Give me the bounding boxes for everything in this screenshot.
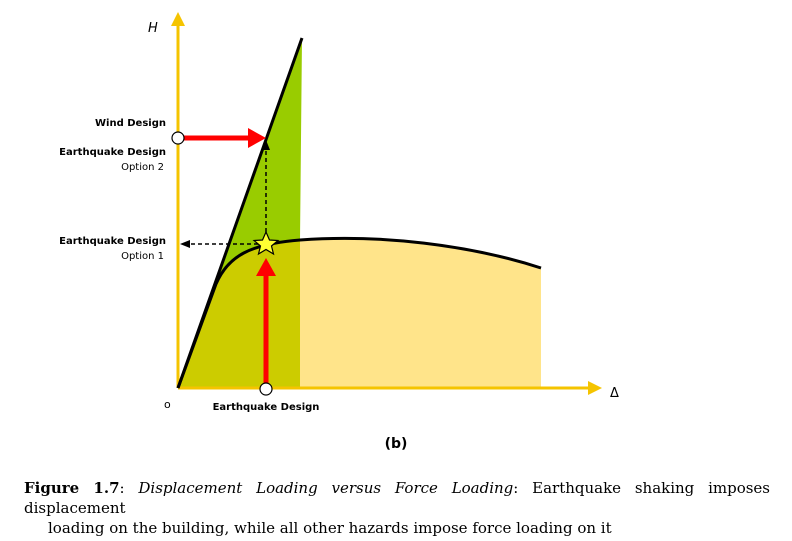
figure-caption: Figure 1.7: Displacement Loading versus … bbox=[24, 478, 770, 538]
y-axis-label: H bbox=[148, 21, 158, 36]
eq-design-opt2-label: Earthquake Design bbox=[59, 147, 166, 158]
wind-design-label: Wind Design bbox=[95, 118, 166, 129]
earthquake-design-point bbox=[259, 382, 273, 396]
y-axis-arrowhead bbox=[171, 12, 185, 26]
eq-design-opt1-label: Earthquake Design bbox=[59, 236, 166, 247]
eq-design-x-label: Earthquake Design bbox=[213, 402, 320, 413]
earthquake-displacement-arrowhead bbox=[256, 258, 276, 276]
caption-figure-number: Figure 1.7 bbox=[24, 479, 120, 497]
dashed-horizontal-arrowhead bbox=[180, 240, 190, 248]
x-axis-label: Δ bbox=[610, 386, 619, 401]
caption-title: Displacement Loading versus Force Loadin… bbox=[138, 479, 514, 497]
wind-force-arrowhead bbox=[248, 128, 266, 148]
eq-design-opt1-sub: Option 1 bbox=[121, 251, 164, 262]
x-axis-arrowhead bbox=[588, 381, 602, 395]
eq-design-opt2-sub: Option 2 bbox=[121, 162, 164, 173]
capacity-curve bbox=[176, 236, 542, 389]
caption-text-line1: : Earthquake shaking imposes displacemen… bbox=[24, 479, 770, 517]
overlap-region bbox=[178, 240, 300, 388]
star-icon bbox=[252, 230, 280, 256]
panel-label: (b) bbox=[384, 436, 408, 452]
caption-colon: : bbox=[119, 479, 125, 497]
wind-design-point bbox=[171, 131, 185, 145]
dashed-vertical-arrowhead bbox=[262, 140, 270, 150]
origin-label: o bbox=[164, 398, 171, 411]
caption-text-line2: loading on the building, while all other… bbox=[48, 519, 612, 537]
capacity-region bbox=[300, 238, 541, 388]
